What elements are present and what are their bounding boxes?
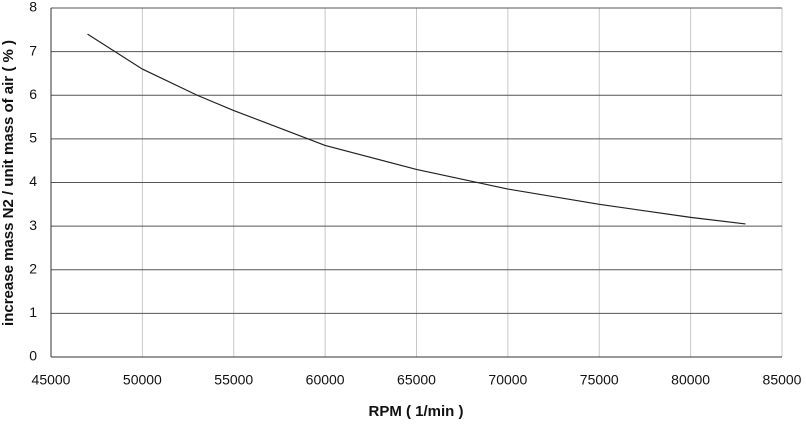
- y-axis-title: increase mass N2 / unit mass of air ( % …: [0, 40, 17, 326]
- y-tick-label: 1: [29, 304, 37, 320]
- y-tick-label: 3: [29, 217, 37, 233]
- y-tick-label: 2: [29, 260, 37, 276]
- y-tick-label: 8: [29, 0, 37, 15]
- x-axis-title: RPM ( 1/min ): [368, 403, 463, 420]
- x-tick-label: 85000: [763, 372, 802, 388]
- x-tick-label: 70000: [488, 372, 527, 388]
- x-tick-label: 55000: [214, 372, 253, 388]
- y-tick-label: 6: [29, 86, 37, 102]
- x-tick-label: 60000: [306, 372, 345, 388]
- x-tick-label: 80000: [671, 372, 710, 388]
- x-tick-label: 65000: [397, 372, 436, 388]
- y-tick-label: 4: [29, 173, 37, 189]
- y-tick-label: 5: [29, 130, 37, 146]
- y-tick-label: 0: [29, 348, 37, 364]
- x-tick-label: 45000: [32, 372, 71, 388]
- data-line: [87, 33, 746, 225]
- x-tick-label: 75000: [580, 372, 619, 388]
- x-tick-label: 50000: [123, 372, 162, 388]
- y-tick-label: 7: [29, 42, 37, 58]
